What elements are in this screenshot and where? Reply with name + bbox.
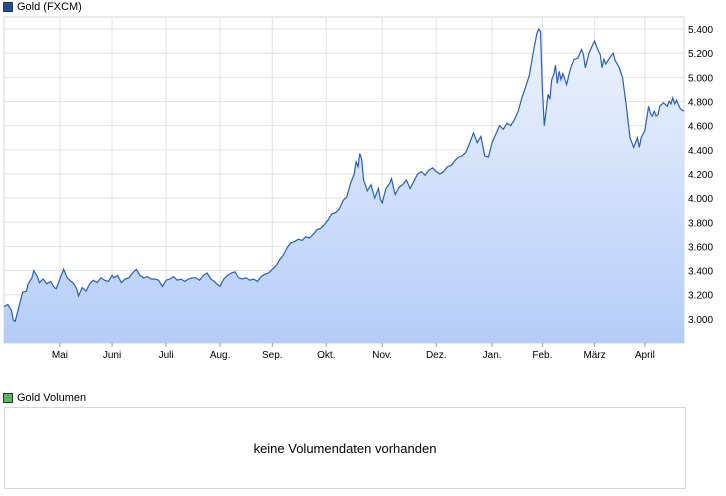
price-legend-swatch [3, 2, 13, 12]
x-tick-label: April [635, 350, 655, 361]
price-chart: 3.000 3.200 3.400 3.600 3.800 4.000 4.200 4.400… [3, 16, 713, 361]
x-tick-label: Juni [103, 350, 121, 361]
y-tick-label: 4.000 [688, 194, 713, 205]
x-axis-ticks: Mai Juni Juli Aug. Sep. Okt. Nov. Dez. Jan. Feb. M… [52, 343, 655, 361]
x-tick-label: Feb. [532, 350, 552, 361]
x-tick-label: Juli [159, 350, 174, 361]
y-tick-label: 5.200 [688, 49, 713, 60]
y-tick-label: 4.600 [688, 122, 713, 133]
y-axis-ticks: 3.000 3.200 3.400 3.600 3.800 4.000 4.200 4.400… [688, 25, 713, 326]
y-tick-label: 3.200 [688, 291, 713, 302]
y-tick-label: 5.400 [688, 25, 713, 36]
y-tick-label: 3.000 [688, 315, 713, 326]
y-tick-label: 4.400 [688, 146, 713, 157]
no-volume-message: keine Volumendaten vorhanden [253, 441, 437, 456]
price-legend: Gold (FXCM) [3, 0, 82, 14]
price-area-fill [4, 29, 684, 343]
volume-legend-label: Gold Volumen [17, 392, 87, 404]
y-tick-label: 4.200 [688, 170, 713, 181]
x-tick-label: März [583, 350, 605, 361]
x-tick-label: Okt. [317, 350, 335, 361]
x-tick-label: Jan. [483, 350, 502, 361]
y-tick-label: 3.400 [688, 267, 713, 278]
price-line [3, 27, 685, 323]
y-tick-label: 3.800 [688, 218, 713, 229]
x-tick-label: Sep. [262, 350, 283, 361]
y-tick-label: 3.600 [688, 242, 713, 253]
y-tick-label: 5.000 [688, 73, 713, 84]
x-tick-label: Mai [52, 350, 68, 361]
volume-panel: keine Volumendaten vorhanden [4, 407, 686, 489]
volume-legend-swatch [3, 393, 13, 403]
x-tick-label: Nov. [372, 350, 392, 361]
x-tick-label: Dez. [426, 350, 447, 361]
x-tick-label: Aug. [210, 350, 231, 361]
volume-legend: Gold Volumen [3, 391, 86, 405]
y-tick-label: 4.800 [688, 98, 713, 109]
price-legend-label: Gold (FXCM) [17, 1, 82, 13]
